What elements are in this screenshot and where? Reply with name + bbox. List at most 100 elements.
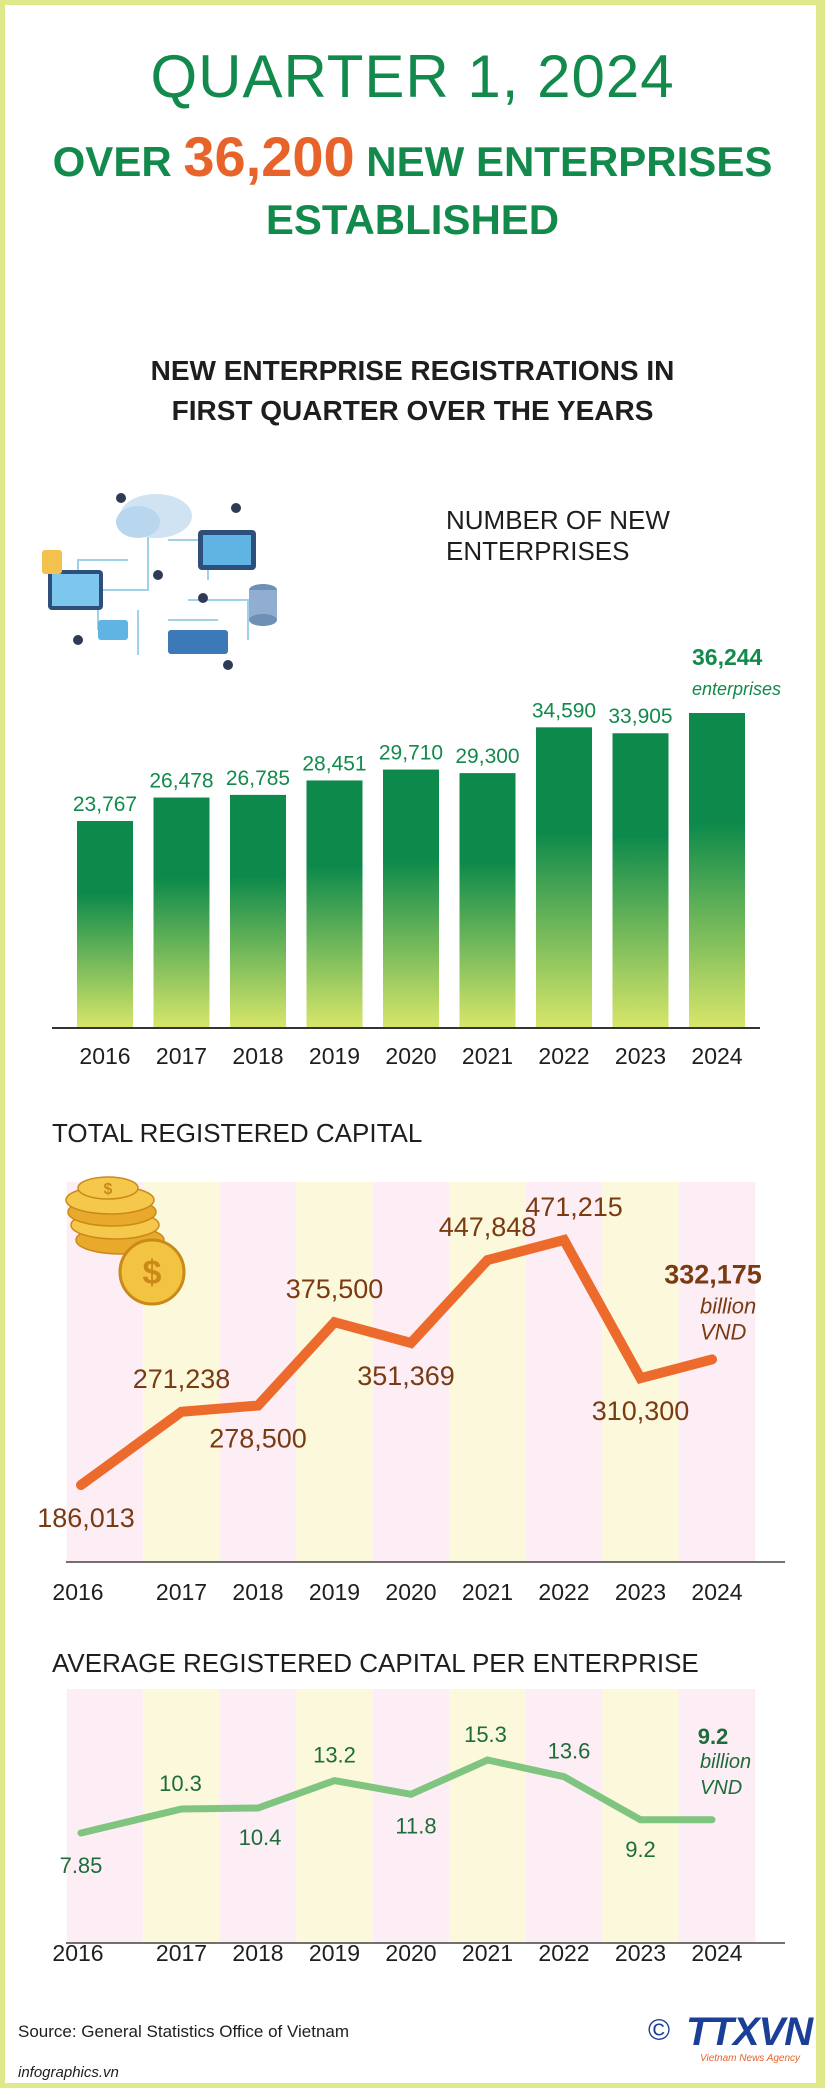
band-2024	[678, 1689, 756, 1943]
x-tick-2023: 2023	[615, 1579, 666, 1605]
point-label-2021: 15.3	[464, 1722, 507, 1747]
band-2016	[66, 1689, 144, 1943]
band-2019	[296, 1182, 373, 1562]
point-label-2017: 10.3	[159, 1771, 202, 1796]
x-tick-2019: 2019	[309, 1043, 360, 1069]
point-label-2024: 9.2	[698, 1724, 729, 1749]
unit-label-line1: billion	[700, 1293, 756, 1318]
headline: OVER 36,200 NEW ENTERPRISES	[0, 124, 825, 189]
section-subtitle-2: FIRST QUARTER OVER THE YEARS	[171, 395, 654, 426]
section-subtitle-1: NEW ENTERPRISE REGISTRATIONS IN	[150, 355, 675, 386]
x-tick-2023: 2023	[615, 1940, 666, 1966]
series-line	[76, 1234, 717, 1490]
x-tick-2021: 2021	[462, 1579, 513, 1605]
x-tick-2021: 2021	[462, 1043, 513, 1069]
chart-average-capital: 7.85 2016 10.3 2017 10.4 2018 13.2 2019 11.8 2020…	[52, 1689, 785, 1966]
point-label-2018: 278,500	[209, 1424, 307, 1454]
point-label-2020: 351,369	[357, 1361, 455, 1391]
bar-label-2023: 33,905	[608, 705, 672, 728]
x-tick-2019: 2019	[309, 1940, 360, 1966]
x-tick-2021: 2021	[462, 1940, 513, 1966]
band-2021	[449, 1182, 526, 1562]
x-tick-2022: 2022	[538, 1940, 589, 1966]
headline-number: 36,200	[183, 125, 355, 188]
bar-label-2018: 26,785	[226, 767, 290, 790]
x-tick-2016: 2016	[52, 1579, 103, 1605]
chart-new-enterprises: 23,767 2016 26,478 2017 26,785 2018 28,451 2019…	[52, 644, 781, 1069]
x-tick-2016: 2016	[52, 1940, 103, 1966]
unit-label-line2: VND	[700, 1777, 742, 1799]
x-tick-2018: 2018	[232, 1579, 283, 1605]
bar-unit-label: enterprises	[692, 679, 781, 699]
band-2018	[219, 1689, 297, 1943]
point-label-2020: 11.8	[395, 1813, 436, 1838]
bar-2016	[77, 821, 133, 1028]
point-label-2022: 13.6	[548, 1739, 591, 1764]
bar-2022	[536, 727, 592, 1028]
site-link[interactable]: infographics.vn	[18, 2064, 119, 2081]
point-label-2019: 375,500	[286, 1274, 384, 1304]
headline-line3: ESTABLISHED	[265, 196, 560, 243]
band-2021	[449, 1689, 526, 1943]
chart-total-capital: 186,013 2016 271,238 2017 278,500 2018 375,500…	[37, 1176, 785, 1605]
x-tick-2019: 2019	[309, 1579, 360, 1605]
x-tick-2017: 2017	[156, 1579, 207, 1605]
cloud-network-illustration	[42, 493, 277, 670]
bar-label-2024: 36,244	[692, 644, 763, 670]
x-tick-2024: 2024	[691, 1043, 742, 1069]
band-2022	[525, 1689, 603, 1943]
band-2020	[372, 1689, 450, 1943]
x-tick-2023: 2023	[615, 1043, 666, 1069]
bar-label-2022: 34,590	[532, 699, 596, 722]
bar-label-2016: 23,767	[73, 793, 137, 816]
point-label-2021: 447,848	[439, 1212, 537, 1242]
bar-label-2019: 28,451	[302, 752, 366, 775]
point-label-2022: 471,215	[525, 1192, 623, 1222]
bar-2020	[383, 769, 439, 1028]
gold-coins-icon: $$	[65, 1176, 186, 1306]
x-tick-2020: 2020	[385, 1940, 436, 1966]
unit-label-line1: billion	[700, 1751, 751, 1773]
x-tick-2024: 2024	[691, 1579, 742, 1605]
ttxvn-logo: TTXVN	[686, 2010, 813, 2054]
band-2024	[678, 1182, 756, 1562]
source-note: Source: General Statistics Office of Vie…	[18, 2022, 350, 2041]
headline-pre: OVER	[52, 138, 184, 185]
band-2020	[372, 1182, 450, 1562]
chart1-title: NUMBER OF NEW ENTERPRISES	[446, 505, 670, 566]
x-tick-2022: 2022	[538, 1043, 589, 1069]
bar-2017	[153, 797, 210, 1028]
point-label-2016: 7.85	[60, 1853, 103, 1878]
x-tick-2022: 2022	[538, 1579, 589, 1605]
band-2019	[296, 1689, 373, 1943]
bar-2021	[459, 773, 516, 1028]
svg-text:$: $	[104, 1181, 113, 1198]
copyright-icon: ©	[648, 2014, 671, 2047]
point-label-2023: 9.2	[625, 1837, 656, 1862]
headline-post: NEW ENTERPRISES	[354, 138, 773, 185]
page-title: QUARTER 1, 2024	[150, 43, 675, 110]
unit-label-line2: VND	[700, 1319, 747, 1344]
bar-2023	[612, 733, 669, 1028]
series-line	[77, 1756, 716, 1837]
point-label-2018: 10.4	[239, 1825, 282, 1850]
bar-label-2020: 29,710	[379, 742, 443, 765]
chart3-title: AVERAGE REGISTERED CAPITAL PER ENTERPRIS…	[52, 1648, 699, 1678]
point-label-2016: 186,013	[37, 1503, 135, 1533]
bar-2024	[689, 713, 745, 1028]
x-tick-2020: 2020	[385, 1579, 436, 1605]
bar-label-2021: 29,300	[455, 745, 519, 768]
x-tick-2017: 2017	[156, 1940, 207, 1966]
x-tick-2018: 2018	[232, 1043, 283, 1069]
point-label-2019: 13.2	[313, 1743, 356, 1768]
point-label-2024: 332,175	[664, 1259, 762, 1289]
bar-label-2017: 26,478	[149, 770, 213, 793]
x-tick-2024: 2024	[691, 1940, 742, 1966]
x-tick-2020: 2020	[385, 1043, 436, 1069]
bar-2019	[306, 780, 363, 1028]
point-label-2017: 271,238	[133, 1364, 231, 1394]
bar-2018	[230, 794, 286, 1028]
x-tick-2017: 2017	[156, 1043, 207, 1069]
svg-text:$: $	[143, 1254, 162, 1292]
x-tick-2016: 2016	[79, 1043, 130, 1069]
